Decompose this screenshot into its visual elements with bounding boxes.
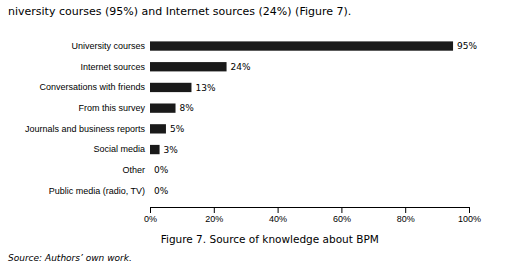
chart: 0% 20% 40% 60% 80% 100% Public media (radio, T… <box>0 0 509 269</box>
x-tick-mark <box>469 207 470 213</box>
x-tick-label: 60% <box>333 214 351 224</box>
bar <box>150 145 160 154</box>
bar <box>150 186 151 195</box>
y-tick-label: Public media (radio, TV) <box>49 186 145 196</box>
x-tick-label: 0% <box>144 214 157 224</box>
y-tick-label: University courses <box>71 41 145 51</box>
x-tick-mark <box>214 207 215 213</box>
y-tick-label: Internet sources <box>80 62 145 72</box>
x-tick: 20% <box>205 207 223 224</box>
x-tick-mark <box>341 207 342 213</box>
x-tick: 40% <box>269 207 287 224</box>
x-tick-mark <box>405 207 406 213</box>
y-tick: University courses <box>71 41 145 51</box>
bar <box>150 166 151 175</box>
bar <box>150 83 191 92</box>
source-text: Source: Authors’ own work. <box>8 253 132 263</box>
y-tick: Journals and business reports <box>25 124 146 134</box>
data-labels: 0% 0% 3% 5% 8%13% 24% 95% <box>154 41 478 196</box>
data-label: 5% <box>170 124 185 134</box>
title: Figure 7. Source of knowledge about BPM <box>161 233 379 245</box>
bars <box>150 41 453 154</box>
y-tick: Internet sources <box>80 62 145 72</box>
header-text: niversity courses (95%) and Internet sou… <box>8 5 351 18</box>
x-tick-label: 100% <box>458 214 481 224</box>
x-axis: 0% 20% 40% 60% 80% 100% <box>144 207 481 224</box>
y-tick: Other <box>122 165 145 175</box>
y-tick: From this survey <box>78 103 145 113</box>
bar <box>150 41 453 50</box>
data-label: 24% <box>231 62 251 72</box>
y-tick: Conversations with friends <box>39 82 145 92</box>
x-tick: 80% <box>397 207 415 224</box>
data-label: 0% <box>154 165 169 175</box>
y-tick-label: Social media <box>93 144 145 154</box>
bar <box>150 103 176 112</box>
y-tick: Public media (radio, TV) <box>49 186 145 196</box>
x-tick: 0% <box>144 207 157 224</box>
x-tick-mark <box>278 207 279 213</box>
bar <box>150 62 227 71</box>
bar <box>150 124 166 133</box>
y-tick: Social media <box>93 144 145 154</box>
data-label: 3% <box>164 145 179 155</box>
x-tick-label: 80% <box>397 214 415 224</box>
y-tick-label: From this survey <box>78 103 145 113</box>
y-tick-label: Conversations with friends <box>39 82 145 92</box>
x-tick: 100% <box>458 207 481 224</box>
y-tick-label: Journals and business reports <box>25 124 146 134</box>
x-tick-mark <box>150 207 151 213</box>
x-tick-label: 20% <box>205 214 223 224</box>
y-tick-label: Other <box>122 165 145 175</box>
y-axis: Public media (radio, TV) Other Social medi… <box>25 41 146 196</box>
x-axis-line <box>151 207 470 208</box>
x-tick: 60% <box>333 207 351 224</box>
data-label: 13% <box>195 83 215 93</box>
x-tick-label: 40% <box>269 214 287 224</box>
data-label: 95% <box>457 41 477 51</box>
plot: 0% 20% 40% 60% 80% 100% Public media (radio, T… <box>25 41 481 224</box>
data-label: 0% <box>154 186 169 196</box>
data-label: 8% <box>180 103 195 113</box>
